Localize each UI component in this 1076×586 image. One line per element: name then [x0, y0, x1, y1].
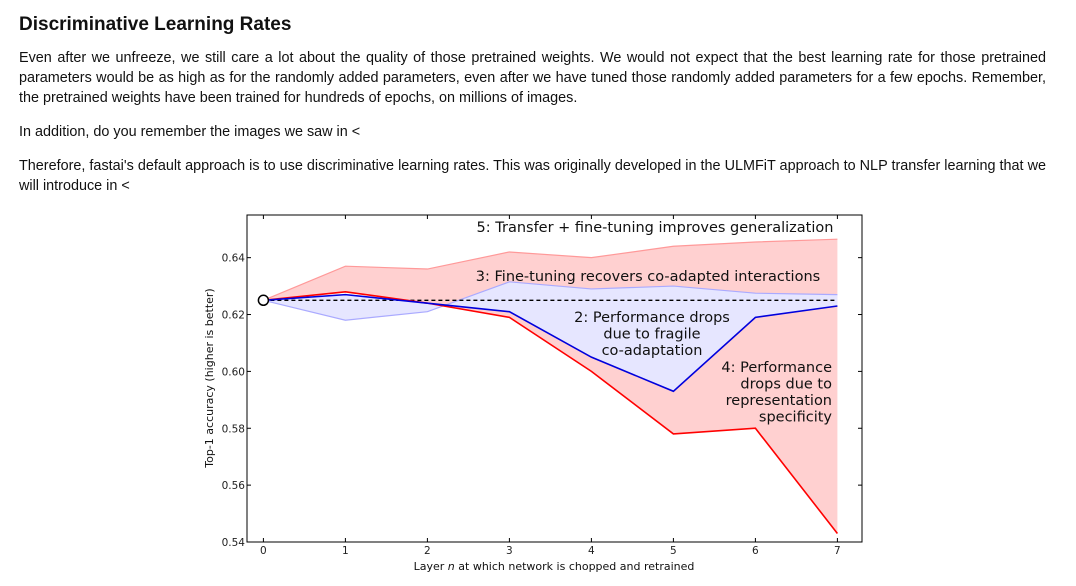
x-tick-label: 0 — [260, 545, 267, 557]
annotations-layer: 5: Transfer + fine-tuning improves gener… — [476, 220, 834, 426]
transfer-accuracy-figure: 0.54 0.56 0.58 0.60 0.62 0.64 0 1 2 3 4 5 6 7 Top-1 a… — [0, 210, 1076, 586]
annotation-a3: 3: Fine-tuning recovers co-adapted inter… — [476, 269, 820, 285]
lines-layer — [257, 290, 839, 534]
article-body: Discriminative Learning Rates Even after… — [19, 0, 1046, 210]
y-tick-label: 0.60 — [222, 366, 245, 378]
x-tick-label: 4 — [588, 545, 595, 557]
band-fill-1 — [263, 281, 838, 392]
paragraph-images-reminder: In addition, do you remember the images … — [19, 124, 361, 140]
y-tick-label: 0.64 — [222, 253, 246, 265]
band-upper-0 — [263, 238, 838, 301]
series-line-1 — [263, 293, 838, 393]
y-tick-label: 0.58 — [222, 423, 245, 435]
start-point-marker — [257, 294, 270, 307]
x-tick-label: 5 — [670, 545, 677, 557]
x-axis-label: Layer n at which network is chopped and … — [414, 560, 695, 573]
x-tick-label: 1 — [342, 545, 349, 557]
plot-frame — [246, 214, 863, 543]
x-tick-label: 2 — [424, 545, 431, 557]
y-tick-label: 0.54 — [222, 537, 246, 549]
series-line-0 — [263, 290, 839, 534]
y-tick-label: 0.56 — [222, 480, 246, 492]
y-tick-label: 0.62 — [222, 310, 245, 322]
section-heading: Discriminative Learning Rates — [19, 14, 292, 35]
ticks-layer: 0.54 0.56 0.58 0.60 0.62 0.64 0 1 2 3 4 5 6 7 — [222, 215, 862, 557]
accuracy-chart: 0.54 0.56 0.58 0.60 0.62 0.64 0 1 2 3 4 5 6 7 Top-1 a… — [203, 214, 863, 573]
paragraph-discriminative-lr: Therefore, fastai's default approach is … — [19, 158, 1046, 194]
paragraph-unfreeze: Even after we unfreeze, we still care a … — [19, 50, 1046, 106]
x-tick-label: 3 — [506, 545, 513, 557]
annotation-a5: 5: Transfer + fine-tuning improves gener… — [477, 220, 834, 236]
x-tick-label: 7 — [834, 545, 841, 557]
annotation-a4: 4: Performance drops due to representation… — [721, 360, 832, 426]
bands-layer — [263, 238, 838, 534]
x-tick-label: 6 — [752, 545, 759, 557]
annotation-a2: 2: Performance drops due to fragile co-ada… — [574, 310, 730, 359]
y-axis-label: Top-1 accuracy (higher is better) — [203, 288, 216, 468]
band-upper-1 — [263, 281, 838, 321]
